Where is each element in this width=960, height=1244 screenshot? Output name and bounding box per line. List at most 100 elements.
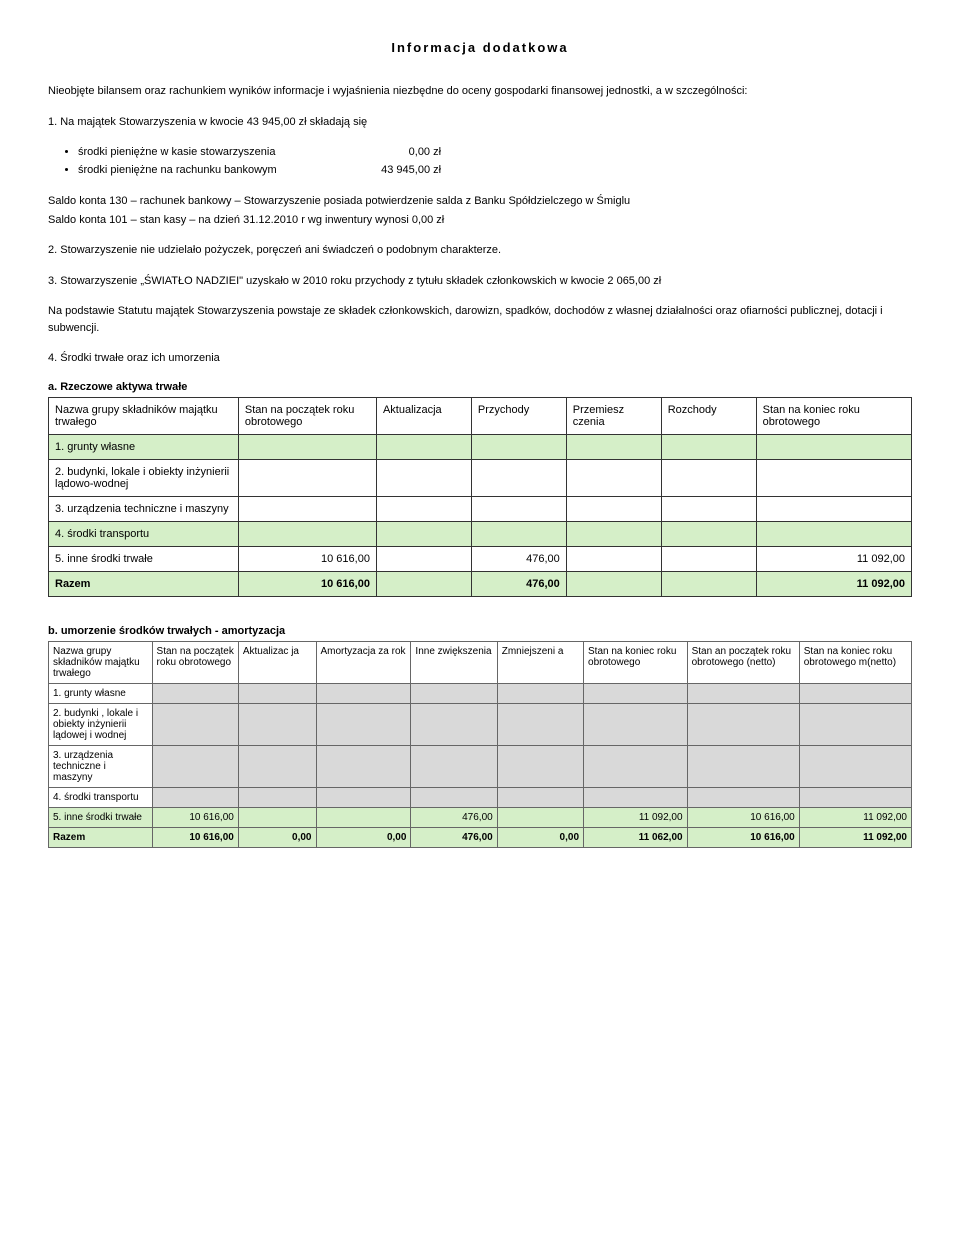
- point-1-list: środki pieniężne w kasie stowarzyszenia …: [78, 144, 912, 179]
- col-header: Nazwa grupy składników majątku trwałego: [49, 641, 153, 683]
- cell: [411, 787, 497, 807]
- cell: [661, 434, 756, 459]
- cell: [411, 683, 497, 703]
- table-row: 4. środki transportu: [49, 787, 912, 807]
- total-cell: 11 062,00: [584, 827, 688, 847]
- table-total-row: Razem10 616,00 476,00 11 092,00: [49, 571, 912, 596]
- cell: [376, 546, 471, 571]
- cell: [566, 459, 661, 496]
- cell: [799, 703, 911, 745]
- cell: [661, 546, 756, 571]
- cell: [376, 459, 471, 496]
- cell: [152, 745, 238, 787]
- table-b-caption: b. umorzenie środków trwałych - amortyza…: [48, 625, 912, 637]
- item-value: 43 945,00 zł: [341, 162, 441, 180]
- col-header: Nazwa grupy składników majątku trwałego: [49, 397, 239, 434]
- total-cell: 11 092,00: [756, 571, 911, 596]
- cell: [471, 496, 566, 521]
- total-cell: 10 616,00: [152, 827, 238, 847]
- cell: [756, 459, 911, 496]
- cell: 10 616,00: [152, 807, 238, 827]
- col-header: Amortyzacja za rok: [316, 641, 411, 683]
- total-cell: 476,00: [411, 827, 497, 847]
- cell: [799, 787, 911, 807]
- cell: [661, 459, 756, 496]
- col-header: Stan an początek roku obrotowego (netto): [687, 641, 799, 683]
- row-label: 4. środki transportu: [49, 787, 153, 807]
- col-header: Stan na koniec roku obrotowego: [756, 397, 911, 434]
- cell: [756, 496, 911, 521]
- col-header: Przychody: [471, 397, 566, 434]
- cell: [497, 787, 583, 807]
- cell: [411, 745, 497, 787]
- cell: [471, 521, 566, 546]
- row-label: 3. urządzenia techniczne i maszyny: [49, 496, 239, 521]
- cell: [687, 787, 799, 807]
- point-4: 4. Środki trwałe oraz ich umorzenia: [48, 350, 912, 367]
- table-row: 1. grunty własne: [49, 683, 912, 703]
- item-value: 0,00 zł: [341, 144, 441, 162]
- col-header: Stan na początek roku obrotowego: [152, 641, 238, 683]
- total-cell: 0,00: [316, 827, 411, 847]
- col-header: Stan na początek roku obrotowego: [238, 397, 376, 434]
- cell: [497, 703, 583, 745]
- cell: [238, 459, 376, 496]
- cell: 11 092,00: [584, 807, 688, 827]
- cell: [376, 496, 471, 521]
- cell: 11 092,00: [756, 546, 911, 571]
- cell: [316, 703, 411, 745]
- cell: [566, 521, 661, 546]
- total-label: Razem: [49, 571, 239, 596]
- table-a-header-row: Nazwa grupy składników majątku trwałego …: [49, 397, 912, 434]
- total-cell: 10 616,00: [687, 827, 799, 847]
- intro-paragraph: Nieobjęte bilansem oraz rachunkiem wynik…: [48, 83, 912, 100]
- table-a: Nazwa grupy składników majątku trwałego …: [48, 397, 912, 597]
- total-cell: 10 616,00: [238, 571, 376, 596]
- cell: [152, 703, 238, 745]
- cell: [497, 745, 583, 787]
- cell: [238, 496, 376, 521]
- cell: [497, 807, 583, 827]
- total-cell: 0,00: [497, 827, 583, 847]
- point-3b: Na podstawie Statutu majątek Stowarzysze…: [48, 303, 912, 336]
- cell: 476,00: [411, 807, 497, 827]
- cell: [687, 745, 799, 787]
- total-cell: 476,00: [471, 571, 566, 596]
- cell: [584, 787, 688, 807]
- col-header: Rozchody: [661, 397, 756, 434]
- cell: [584, 683, 688, 703]
- point-1-head: 1. Na majątek Stowarzyszenia w kwocie 43…: [48, 114, 912, 131]
- point-3a: 3. Stowarzyszenie „ŚWIATŁO NADZIEI" uzys…: [48, 273, 912, 290]
- cell: [316, 683, 411, 703]
- table-row: 5. inne środki trwałe10 616,00476,0011 0…: [49, 807, 912, 827]
- col-header: Aktualizacja: [376, 397, 471, 434]
- cell: [238, 807, 316, 827]
- cell: [238, 745, 316, 787]
- saldo-130: Saldo konta 130 – rachunek bankowy – Sto…: [48, 193, 912, 210]
- cell: [316, 787, 411, 807]
- cell: [756, 521, 911, 546]
- table-b-header-row: Nazwa grupy składników majątku trwałego …: [49, 641, 912, 683]
- cell: [497, 683, 583, 703]
- list-item: środki pieniężne na rachunku bankowym 43…: [78, 162, 912, 180]
- row-label: 1. grunty własne: [49, 683, 153, 703]
- table-a-caption: a. Rzeczowe aktywa trwałe: [48, 381, 912, 393]
- table-b: Nazwa grupy składników majątku trwałego …: [48, 641, 912, 848]
- cell: 11 092,00: [799, 807, 911, 827]
- cell: [687, 703, 799, 745]
- cell: [566, 546, 661, 571]
- col-header: Stan na koniec roku obrotowego m(netto): [799, 641, 911, 683]
- item-label: środki pieniężne w kasie stowarzyszenia: [78, 144, 338, 162]
- total-label: Razem: [49, 827, 153, 847]
- point-2: 2. Stowarzyszenie nie udzielało pożyczek…: [48, 242, 912, 259]
- total-cell: 0,00: [238, 827, 316, 847]
- table-total-row: Razem10 616,000,000,00476,000,0011 062,0…: [49, 827, 912, 847]
- total-cell: [661, 571, 756, 596]
- row-label: 4. środki transportu: [49, 521, 239, 546]
- cell: [799, 683, 911, 703]
- row-label: 5. inne środki trwałe: [49, 546, 239, 571]
- cell: [584, 703, 688, 745]
- cell: [152, 787, 238, 807]
- cell: 476,00: [471, 546, 566, 571]
- cell: [238, 521, 376, 546]
